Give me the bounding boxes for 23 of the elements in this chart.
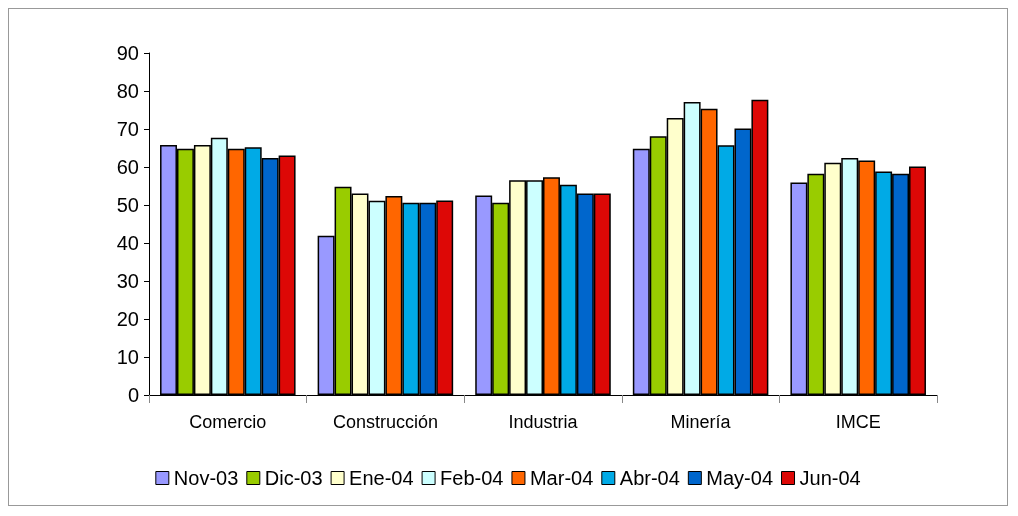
x-tick-label: Comercio: [189, 412, 267, 432]
legend-label: Feb-04: [440, 467, 504, 489]
x-tick-label: Industria: [508, 412, 579, 432]
y-tick-label: 50: [116, 194, 139, 216]
y-tick-label: 30: [116, 270, 139, 292]
legend-label: Ene-04: [349, 467, 414, 489]
legend-label: May-04: [706, 467, 774, 489]
y-tick-label: 60: [116, 156, 139, 178]
y-tick-label: 20: [116, 308, 139, 330]
y-tick-label: 70: [116, 118, 139, 140]
x-tick-label: Construcción: [332, 412, 438, 432]
y-tick-label: 80: [116, 80, 139, 102]
legend-label: Nov-03: [173, 467, 239, 489]
y-tick-label: 90: [116, 42, 139, 64]
y-tick-label: 0: [127, 384, 139, 406]
y-tick-label: 10: [116, 346, 139, 368]
legend-label: Abr-04: [619, 467, 680, 489]
x-tick-label: IMCE: [835, 412, 881, 432]
x-tick-label: Minería: [670, 412, 732, 432]
legend-label: Jun-04: [799, 467, 861, 489]
legend-label: Dic-03: [264, 467, 323, 489]
legend-label: Mar-04: [529, 467, 594, 489]
y-tick-label: 40: [116, 232, 139, 254]
